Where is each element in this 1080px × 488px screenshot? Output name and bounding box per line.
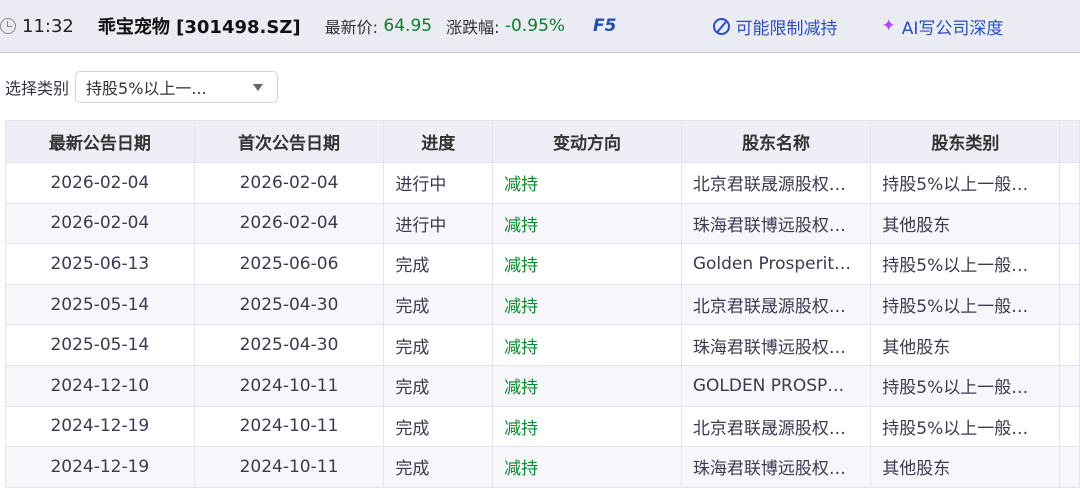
column-header[interactable]: 进度 <box>383 120 494 163</box>
table-row[interactable]: 2024-12-19 2024-10-11 完成 减持 珠海君联博远股权… 其他股东 <box>5 446 1080 488</box>
holder-type-cell: 其他股东 <box>870 446 1061 488</box>
progress-cell: 完成 <box>383 324 494 366</box>
change-value: -0.95% <box>504 16 566 36</box>
first-date-cell: 2026-02-04 <box>193 162 385 204</box>
first-date-cell: 2026-02-04 <box>193 202 385 245</box>
holder-name-cell: 北京君联晟源股权… <box>680 405 872 448</box>
progress-cell: 进行中 <box>383 162 494 204</box>
holder-type-cell: 其他股东 <box>870 324 1061 366</box>
column-header[interactable]: 变动方向 <box>492 120 682 163</box>
limit-reduction-link[interactable]: 可能限制减持 <box>712 14 838 39</box>
limit-reduction-label: 可能限制减持 <box>735 18 838 39</box>
progress-cell: 完成 <box>383 283 494 326</box>
table-row[interactable]: 2024-12-10 2024-10-11 完成 减持 GOLDEN PROSP… 持股5… <box>5 364 1080 407</box>
table-row[interactable]: 2025-05-14 2025-04-30 完成 减持 北京君联晟源股权… 持股5%以上一… <box>5 283 1080 326</box>
holder-type-cell: 持股5%以上一般… <box>870 405 1061 448</box>
prohibit-icon <box>712 17 730 35</box>
ai-report-link[interactable]: ✦ AI写公司深度 <box>882 14 1004 39</box>
chevron-down-icon <box>253 83 264 91</box>
holder-name-cell: 珠海君联博远股权… <box>680 202 872 245</box>
latest-date-cell: 2025-06-13 <box>5 243 195 285</box>
first-date-cell: 2025-06-06 <box>193 243 385 285</box>
holder-name-cell: 北京君联晟源股权… <box>680 162 872 204</box>
extra-cell <box>1059 162 1080 204</box>
latest-date-cell: 2024-12-10 <box>5 364 195 407</box>
progress-cell: 完成 <box>383 446 494 488</box>
holder-name-cell: 珠海君联博远股权… <box>680 324 872 366</box>
filter-label: 选择类别 <box>5 79 70 98</box>
direction-cell: 减持 <box>492 446 682 488</box>
column-header[interactable]: 股东名称 <box>680 120 872 163</box>
f5-button[interactable]: F5 <box>593 16 617 36</box>
holder-name-cell: Golden Prosperit… <box>680 243 872 285</box>
holder-name-cell: GOLDEN PROSP… <box>680 364 872 407</box>
table-row[interactable]: 2024-12-19 2024-10-11 完成 减持 北京君联晟源股权… 持股5%以上一… <box>5 405 1080 448</box>
table-row[interactable]: 2026-02-04 2026-02-04 进行中 减持 北京君联晟源股权… 持股5%以上… <box>5 162 1080 204</box>
reduction-table: 最新公告日期 首次公告日期 进度 变动方向 股东名称 股东类别 2026-02-04 202… <box>5 120 1080 488</box>
progress-cell: 完成 <box>383 243 494 285</box>
first-date-cell: 2024-10-11 <box>193 446 385 488</box>
latest-date-cell: 2025-05-14 <box>5 283 195 326</box>
holder-type-cell: 持股5%以上一般… <box>870 162 1061 204</box>
direction-cell: 减持 <box>492 283 682 326</box>
column-header[interactable]: 股东类别 <box>870 120 1061 163</box>
price-value: 64.95 <box>383 16 433 36</box>
holder-type-cell: 持股5%以上一般… <box>870 364 1061 407</box>
first-date-cell: 2025-04-30 <box>193 324 385 366</box>
progress-cell: 进行中 <box>383 202 494 245</box>
extra-cell <box>1059 446 1080 488</box>
latest-date-cell: 2024-12-19 <box>5 405 195 448</box>
latest-date-cell: 2026-02-04 <box>5 202 195 245</box>
table-row[interactable]: 2025-05-14 2025-04-30 完成 减持 珠海君联博远股权… 其他股东 <box>5 324 1080 366</box>
first-date-cell: 2025-04-30 <box>193 283 385 326</box>
table-row[interactable]: 2026-02-04 2026-02-04 进行中 减持 珠海君联博远股权… 其他股东 <box>5 202 1080 245</box>
direction-cell: 减持 <box>492 162 682 204</box>
direction-cell: 减持 <box>492 202 682 245</box>
direction-cell: 减持 <box>492 324 682 366</box>
progress-cell: 完成 <box>383 405 494 448</box>
holder-name-cell: 北京君联晟源股权… <box>680 283 872 326</box>
category-select-value: 持股5%以上一... <box>86 79 207 98</box>
extra-cell <box>1059 202 1080 245</box>
extra-cell <box>1059 324 1080 366</box>
extra-cell <box>1059 364 1080 407</box>
clock-icon <box>0 18 16 34</box>
column-header[interactable] <box>1059 120 1080 163</box>
stock-name: 乖宝宠物 [301498.SZ] <box>97 17 301 38</box>
direction-cell: 减持 <box>492 364 682 407</box>
holder-type-cell: 持股5%以上一般… <box>870 243 1061 285</box>
holder-name-cell: 珠海君联博远股权… <box>680 446 872 488</box>
holder-type-cell: 持股5%以上一般… <box>870 283 1061 326</box>
sparkle-icon: ✦ <box>881 16 896 36</box>
change-label: 涨跌幅: <box>446 18 500 37</box>
price-label: 最新价: <box>324 18 379 37</box>
direction-cell: 减持 <box>492 405 682 448</box>
time: 11:32 <box>22 15 74 37</box>
latest-date-cell: 2026-02-04 <box>5 162 195 204</box>
category-select[interactable]: 持股5%以上一... <box>75 71 279 103</box>
first-date-cell: 2024-10-11 <box>193 405 385 448</box>
stock-header-bar: 11:32 乖宝宠物 [301498.SZ] 最新价: 64.95 涨跌幅: -… <box>0 0 1080 53</box>
extra-cell <box>1059 405 1080 448</box>
holder-type-cell: 其他股东 <box>870 202 1061 245</box>
category-filter: 选择类别 持股5%以上一... <box>5 71 279 103</box>
latest-date-cell: 2024-12-19 <box>5 446 195 488</box>
progress-cell: 完成 <box>383 364 494 407</box>
extra-cell <box>1059 243 1080 285</box>
direction-cell: 减持 <box>492 243 682 285</box>
column-header[interactable]: 最新公告日期 <box>5 120 195 163</box>
table-row[interactable]: 2025-06-13 2025-06-06 完成 减持 Golden Prosperit… <box>5 243 1080 285</box>
ai-report-label: AI写公司深度 <box>901 18 1004 39</box>
first-date-cell: 2024-10-11 <box>193 364 385 407</box>
column-header[interactable]: 首次公告日期 <box>193 120 385 163</box>
extra-cell <box>1059 283 1080 326</box>
latest-date-cell: 2025-05-14 <box>5 324 195 366</box>
